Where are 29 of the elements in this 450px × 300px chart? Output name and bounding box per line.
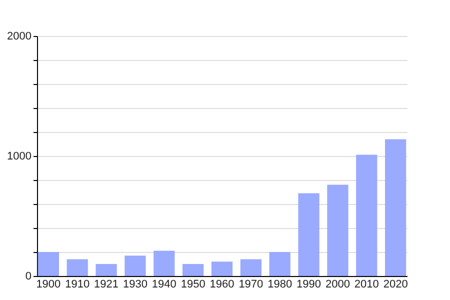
bar (66, 259, 88, 276)
x-tick-label: 2010 (354, 278, 379, 290)
x-tick-label: 1930 (122, 278, 148, 290)
bar (240, 259, 262, 276)
y-tick-label: 1000 (7, 150, 32, 162)
x-tick-label: 1950 (180, 278, 206, 290)
bar (327, 184, 348, 276)
bar (38, 252, 59, 276)
bar (385, 139, 406, 276)
x-tick-label: 1921 (94, 278, 119, 290)
x-tick-label: 2000 (325, 278, 350, 290)
y-tick-label: 0 (25, 270, 32, 282)
x-tick-label: 1900 (36, 278, 61, 290)
x-tick-label: 2020 (383, 278, 408, 290)
bar (96, 264, 117, 276)
bar (182, 264, 204, 276)
bar (298, 193, 320, 276)
x-tick-label: 1980 (268, 278, 292, 290)
bar (211, 262, 233, 276)
x-tick-label: 1970 (238, 278, 264, 290)
bar (154, 250, 175, 276)
x-tick-label: 1990 (296, 278, 322, 290)
x-tick-label: 1960 (210, 278, 234, 290)
x-tick-label: 1940 (152, 278, 176, 290)
bar (269, 252, 290, 276)
bar (356, 154, 378, 276)
y-tick-label: 2000 (7, 30, 32, 42)
bar (124, 256, 146, 276)
x-tick-label: 1910 (65, 278, 90, 290)
